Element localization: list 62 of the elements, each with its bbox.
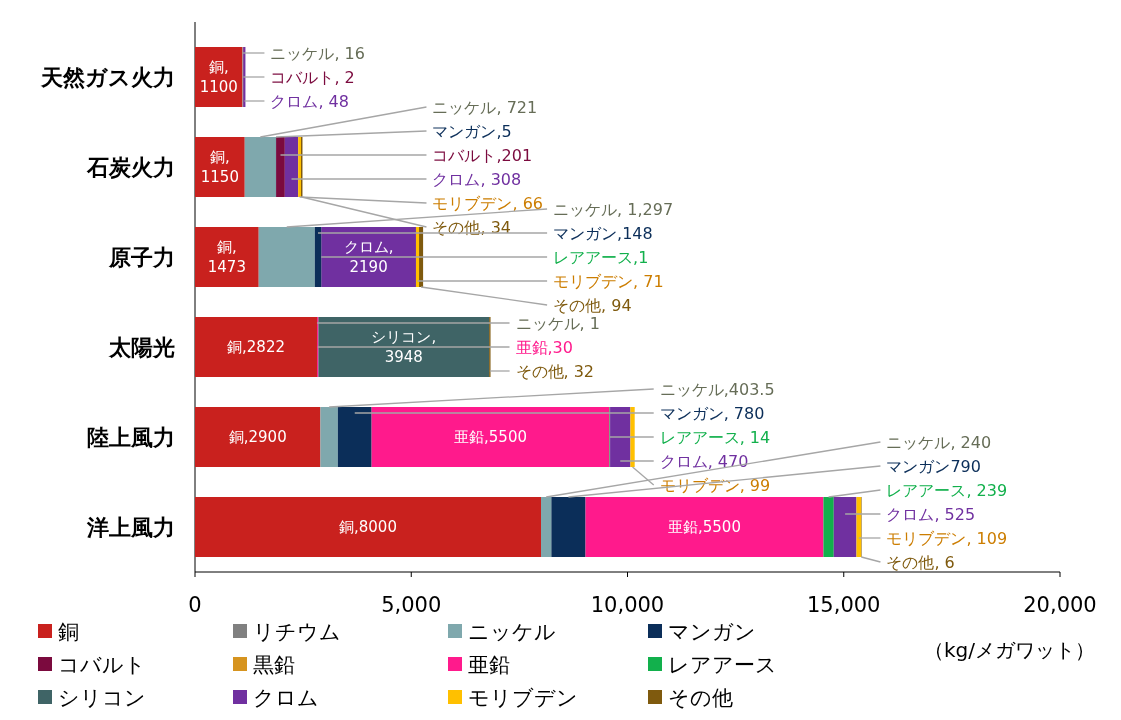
data-label: モリブデン, 66 [432, 194, 544, 213]
data-label: モリブデン, 71 [553, 272, 664, 291]
data-label: クロム, 48 [270, 92, 349, 111]
y-tick-label: 洋上風力 [86, 515, 175, 540]
data-label: モリブデン, 99 [659, 476, 771, 495]
legend-label: 銅 [58, 620, 79, 644]
data-label: マンガン, 780 [659, 404, 765, 423]
legend-label: コバルト [58, 653, 146, 677]
data-label: シリコン, 3948 [371, 328, 437, 366]
data-label: ニッケル, 1 [515, 314, 600, 333]
data-label: マンガン,148 [553, 224, 653, 243]
x-tick-label: 20,000 [1023, 593, 1097, 617]
legend-label: ニッケル [468, 620, 556, 644]
data-label: 銅, 1473 [207, 238, 246, 276]
data-label: レアアース, 14 [659, 428, 771, 447]
x-tick-label: 0 [188, 593, 202, 617]
legend-label: モリブデン [468, 686, 578, 710]
data-label: モリブデン, 109 [886, 529, 1008, 548]
data-label: クロム, 525 [886, 505, 976, 524]
data-label: ニッケル, 240 [886, 433, 992, 452]
y-tick-label: 陸上風力 [87, 425, 175, 450]
data-label: 銅,2900 [228, 428, 287, 446]
x-tick-label: 10,000 [590, 593, 665, 617]
data-label: その他, 32 [515, 362, 595, 381]
data-label: ニッケル, 1,297 [553, 200, 674, 219]
legend-label: 黒鉛 [253, 653, 295, 677]
data-label: 亜鉛,5500 [454, 428, 528, 446]
y-tick-label: 天然ガス火力 [40, 65, 175, 90]
legend-label: クロム [253, 686, 319, 710]
data-label: マンガン790 [886, 457, 981, 476]
legend-label: その他 [668, 686, 733, 710]
data-label: その他, 94 [553, 296, 632, 315]
y-tick-label: 太陽光 [108, 335, 175, 360]
data-label: 亜鉛,30 [515, 338, 573, 357]
data-label: ニッケル, 16 [270, 44, 365, 63]
x-tick-label: 5,000 [381, 593, 442, 617]
data-label: コバルト,201 [432, 146, 533, 165]
data-label: 銅,8000 [339, 518, 397, 536]
data-label: 銅, 1100 [199, 58, 238, 96]
y-tick-label: 原子力 [108, 245, 175, 270]
data-label: レアアース, 239 [886, 481, 1008, 500]
legend-label: 亜鉛 [468, 653, 510, 677]
legend-label: レアアース [668, 653, 777, 677]
data-label: 銅, 1150 [200, 148, 239, 186]
legend-label: マンガン [668, 620, 756, 644]
data-label: レアアース,1 [553, 248, 649, 267]
legend-label: リチウム [253, 620, 341, 644]
data-label: その他, 34 [432, 218, 512, 237]
data-label: 亜鉛,5500 [668, 518, 741, 536]
data-label: クロム, 308 [432, 170, 522, 189]
data-label: クロム, 2190 [343, 238, 394, 276]
data-label: クロム, 470 [659, 452, 749, 471]
legend-label: シリコン [58, 686, 146, 710]
y-tick-label: 石炭火力 [86, 155, 175, 180]
data-label: コバルト, 2 [270, 68, 355, 87]
data-label: ニッケル,403.5 [659, 380, 775, 399]
data-label: ニッケル, 721 [432, 98, 538, 117]
data-label: 銅,2822 [227, 338, 285, 356]
x-tick-label: 15,000 [807, 593, 881, 617]
data-label: マンガン,5 [432, 122, 512, 141]
data-label: その他, 6 [886, 553, 955, 572]
x-axis-title: （kg/メガワット） [923, 638, 1095, 662]
